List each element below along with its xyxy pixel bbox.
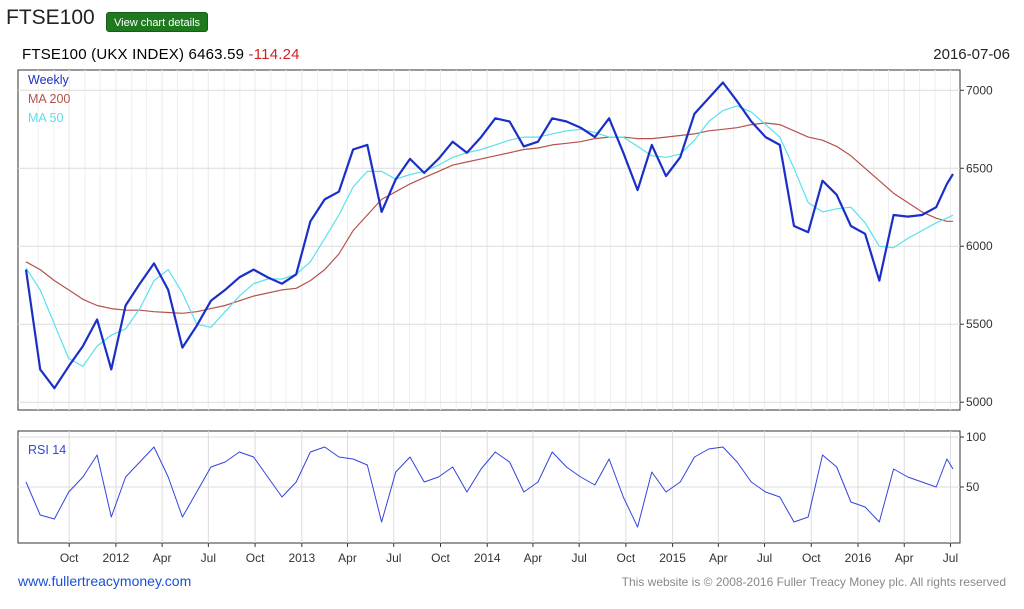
x-tick-label-7: Jul bbox=[386, 551, 401, 565]
x-tick-label-17: 2016 bbox=[845, 551, 872, 565]
legend-item-ma-50: MA 50 bbox=[28, 111, 63, 125]
y-tick-label-3: 6500 bbox=[966, 161, 993, 175]
legend-item-weekly: Weekly bbox=[28, 73, 70, 87]
series-line-ma-50 bbox=[25, 105, 954, 367]
x-tick-label-14: Apr bbox=[709, 551, 728, 565]
x-tick-label-18: Apr bbox=[895, 551, 914, 565]
x-tick-label-6: Apr bbox=[338, 551, 357, 565]
x-tick-label-16: Oct bbox=[802, 551, 821, 565]
x-tick-label-2: Apr bbox=[153, 551, 172, 565]
x-tick-label-5: 2013 bbox=[288, 551, 315, 565]
price-panel-frame bbox=[17, 69, 961, 411]
legend-item-ma-200: MA 200 bbox=[28, 92, 70, 106]
chart-date: 2016-07-06 bbox=[933, 46, 1010, 63]
x-tick-label-10: Apr bbox=[524, 551, 543, 565]
last-value: 6463.59 bbox=[188, 46, 245, 63]
rsi-y-tick-label-0: 50 bbox=[966, 480, 980, 494]
x-tick-label-1: 2012 bbox=[103, 551, 130, 565]
series-line-ma-200 bbox=[25, 122, 953, 314]
x-tick-label-15: Jul bbox=[757, 551, 772, 565]
x-tick-label-13: 2015 bbox=[659, 551, 686, 565]
x-tick-label-3: Jul bbox=[201, 551, 216, 565]
x-tick-label-8: Oct bbox=[431, 551, 450, 565]
view-chart-details-button[interactable]: View chart details bbox=[106, 12, 209, 32]
y-tick-label-0: 5000 bbox=[966, 395, 993, 409]
x-tick-label-9: 2014 bbox=[474, 551, 501, 565]
y-tick-label-4: 7000 bbox=[966, 83, 993, 97]
series-label: FTSE100 (UKX INDEX) bbox=[22, 46, 185, 63]
series-line-rsi-14 bbox=[25, 446, 954, 528]
y-tick-label-1: 5500 bbox=[966, 317, 993, 331]
page-title: FTSE100 bbox=[6, 6, 95, 29]
x-tick-label-12: Oct bbox=[617, 551, 636, 565]
rsi-y-tick-label-1: 100 bbox=[966, 430, 986, 444]
x-tick-label-0: Oct bbox=[60, 551, 79, 565]
footer-website-link[interactable]: www.fullertreacymoney.com bbox=[18, 573, 192, 589]
price-change: -114.24 bbox=[248, 46, 300, 63]
y-tick-label-2: 6000 bbox=[966, 239, 993, 253]
x-tick-label-11: Jul bbox=[571, 551, 586, 565]
series-line-weekly bbox=[24, 81, 954, 390]
x-tick-label-19: Jul bbox=[943, 551, 958, 565]
legend-item-rsi-14: RSI 14 bbox=[28, 443, 66, 457]
chart-header: FTSE100 (UKX INDEX) 6463.59 -114.24 bbox=[22, 46, 300, 63]
footer-copyright: This website is © 2008-2016 Fuller Treac… bbox=[621, 575, 1006, 589]
x-tick-label-4: Oct bbox=[246, 551, 265, 565]
